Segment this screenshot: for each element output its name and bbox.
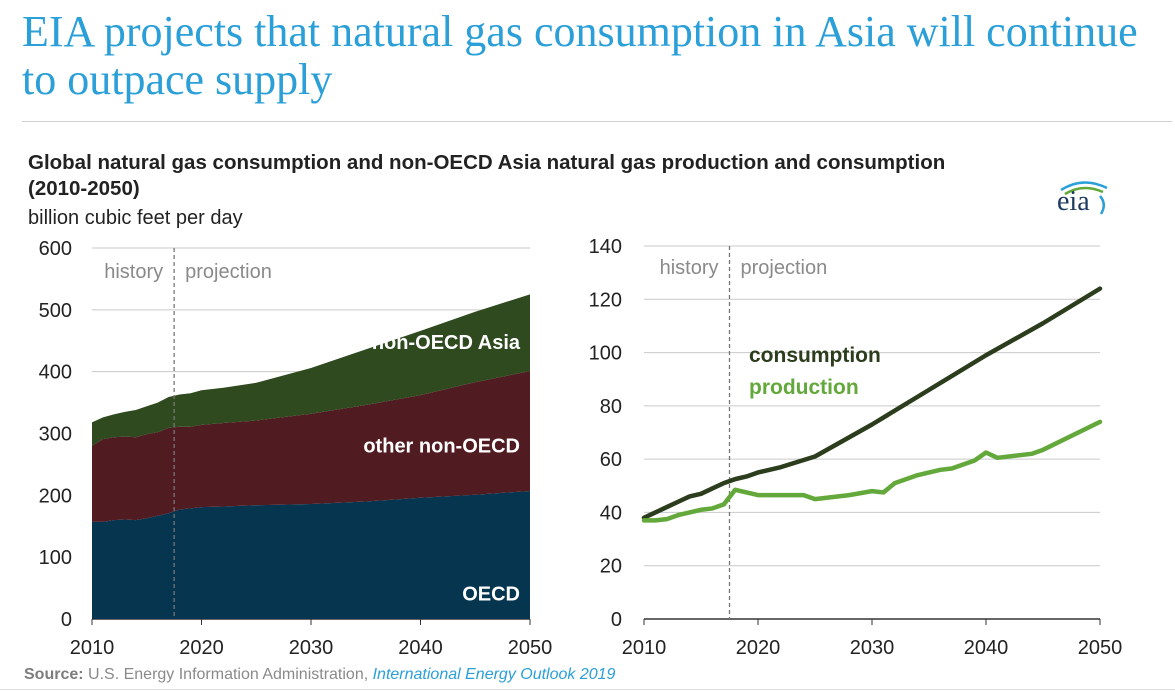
left-projection-label: projection <box>185 261 272 283</box>
left-history-label: history <box>104 261 163 283</box>
right-y-tick-label: 120 <box>589 289 622 311</box>
right-history-label: history <box>660 257 719 279</box>
right-x-tick-label: 2020 <box>736 637 781 659</box>
right-x-tick-label: 2030 <box>850 637 895 659</box>
area-oecd <box>92 491 530 619</box>
chart-title: Global natural gas consumption and non-O… <box>28 151 946 200</box>
right-y-tick-label: 20 <box>600 556 622 578</box>
source-note: Source: U.S. Energy Information Administ… <box>24 666 615 684</box>
right-y-tick-label: 140 <box>589 236 622 258</box>
left-x-tick-label: 2030 <box>289 637 334 659</box>
right-x-tick-label: 2010 <box>622 637 667 659</box>
area-other-non-oecd <box>92 371 530 522</box>
left-x-tick-label: 2040 <box>398 637 443 659</box>
series-label-oecd: OECD <box>462 583 520 605</box>
source-link[interactable]: International Energy Outlook 2019 <box>372 666 616 683</box>
right-y-tick-label: 60 <box>600 449 622 471</box>
right-x-tick-label: 2050 <box>1078 637 1123 659</box>
legend-label-consumption: consumption <box>749 344 881 367</box>
legend-label-production: production <box>749 376 859 399</box>
eia-logo-arcs <box>1060 181 1108 215</box>
right-y-tick-label: 0 <box>611 609 622 631</box>
right-y-tick-label: 100 <box>589 343 622 365</box>
left-y-tick-label: 400 <box>39 362 72 384</box>
eia-logo: eia <box>1055 178 1111 218</box>
bottom-divider <box>0 689 1175 690</box>
title-divider <box>22 121 1172 122</box>
line-production <box>641 419 1103 523</box>
left-y-tick-label: 0 <box>61 609 72 631</box>
right-x-tick-label: 2040 <box>964 637 1009 659</box>
eia-logo-text: eia <box>1057 186 1090 217</box>
left-x-tick-label: 2050 <box>508 637 553 659</box>
right-y-tick-label: 40 <box>600 502 622 524</box>
left-y-tick-label: 600 <box>39 238 72 260</box>
left-x-tick-label: 2010 <box>70 637 115 659</box>
global-consumption-area-chart: 0 100 200 300 400 500 600 2010 2020 2030 2040 2050 O… <box>39 238 553 659</box>
left-x-tick-label: 2020 <box>179 637 224 659</box>
left-y-tick-label: 500 <box>39 300 72 322</box>
right-y-tick-label: 80 <box>600 396 622 418</box>
left-y-tick-label: 300 <box>39 424 72 446</box>
left-y-tick-label: 100 <box>39 547 72 569</box>
chart-units: billion cubic feet per day <box>28 207 243 229</box>
left-y-tick-label: 200 <box>39 485 72 507</box>
source-label: Source: <box>24 666 84 683</box>
series-label-other-non-oecd: other non-OECD <box>363 435 520 457</box>
area-non-oecd-asia <box>92 294 530 446</box>
right-projection-label: projection <box>741 257 828 279</box>
series-label-non-oecd-asia: non-OECD Asia <box>372 332 521 354</box>
slide-title: EIA projects that natural gas consumptio… <box>22 7 1138 104</box>
source-text: U.S. Energy Information Administration, <box>88 666 369 683</box>
line-consumption <box>641 286 1103 521</box>
